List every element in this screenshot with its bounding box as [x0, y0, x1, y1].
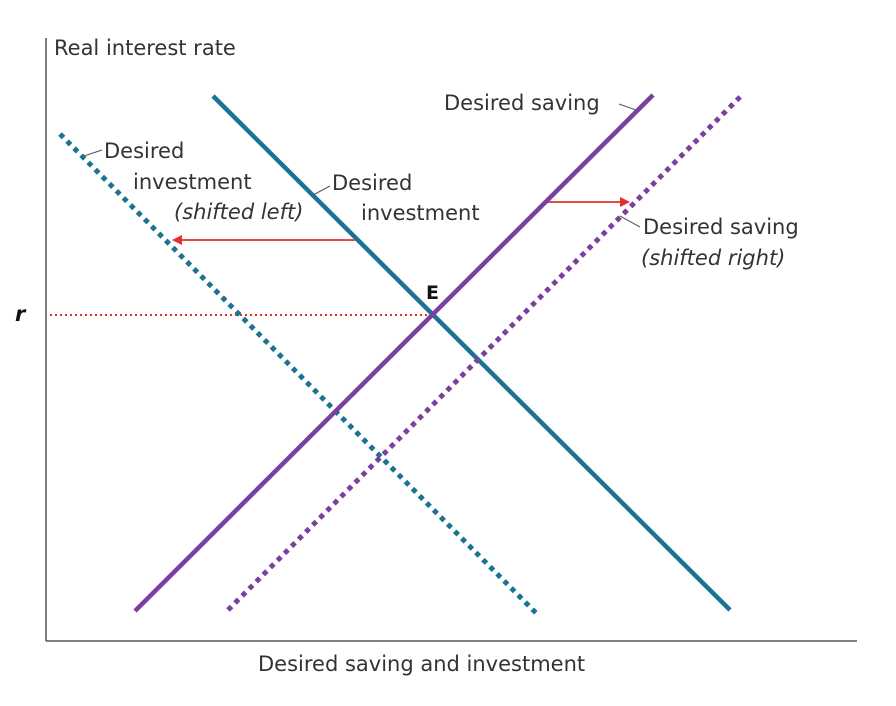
leader-saving [618, 103, 637, 111]
investment-shifted-label-2: investment [133, 170, 252, 194]
saving-shifted-label-2: (shifted right) [641, 246, 785, 270]
x-axis-label: Desired saving and investment [258, 652, 585, 676]
investment-label-1: Desired [332, 171, 412, 195]
leader-investment [312, 185, 331, 196]
saving-shifted-label-1: Desired saving [643, 215, 799, 239]
investment-label-2: investment [361, 201, 480, 225]
equilibrium-label: E [426, 282, 439, 304]
leader-saving-shifted [619, 215, 641, 228]
leader-investment-shifted [83, 149, 103, 157]
investment-shifted-label-3: (shifted left) [174, 200, 303, 224]
y-axis-label: Real interest rate [54, 36, 236, 60]
desired-saving-shifted-curve [226, 93, 744, 612]
desired-saving-curve [133, 93, 655, 613]
desired-investment-shifted-curve [58, 132, 538, 615]
r-tick-label: r [15, 302, 27, 326]
saving-label: Desired saving [444, 91, 600, 115]
investment-shifted-label-1: Desired [104, 139, 184, 163]
desired-investment-curve [211, 94, 732, 612]
